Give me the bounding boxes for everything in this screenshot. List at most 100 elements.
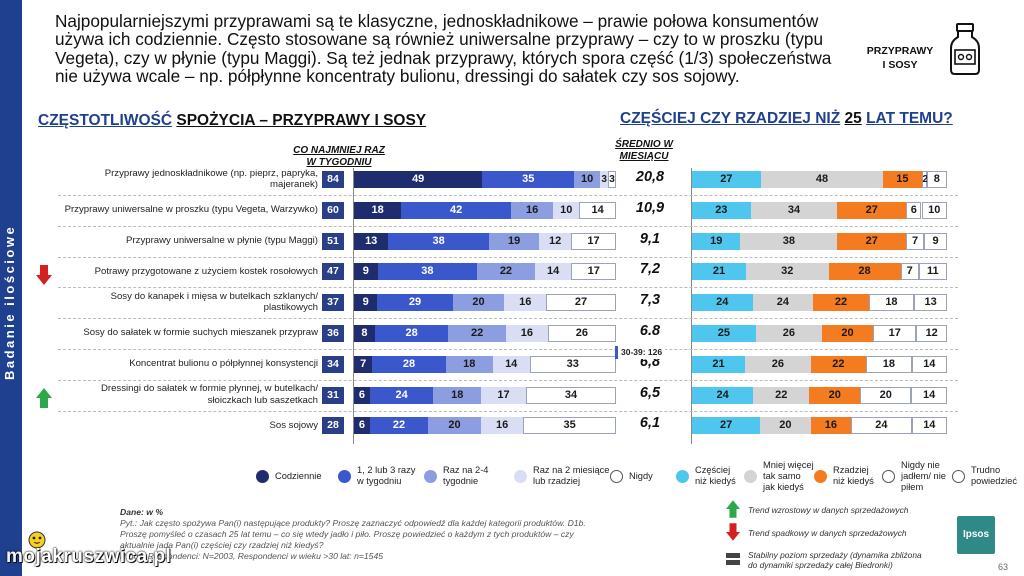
frequency-bar-segment: 16	[481, 417, 524, 435]
category-label: Dressingi do sałatek w formie płynnej, w…	[100, 383, 318, 406]
category-label-line2: I SOSY	[882, 59, 918, 71]
trend-stable-legend-line2: do dynamiki sprzedaży całej Biedronki)	[748, 560, 893, 570]
frequency-bar-segment: 3	[600, 171, 609, 188]
chart-row: Potrawy przygotowane z użyciem kostek ro…	[60, 256, 960, 286]
trend-up-legend-icon	[726, 500, 740, 518]
change-bar-segment: 7	[900, 263, 919, 281]
column-header-monthly: ŚREDNIO W MIESIĄCU	[604, 139, 684, 163]
change-bar-segment: 48	[760, 171, 884, 188]
bottle-icon	[950, 23, 980, 75]
change-bar-segment: 7	[906, 232, 925, 250]
frequency-bar-segment: 9	[354, 263, 378, 281]
change-bar-segment: 16	[810, 417, 852, 435]
legend-item: Codziennie	[256, 458, 338, 494]
legend-label: 1, 2 lub 3 razy w tygodniu	[357, 465, 416, 486]
frequency-bar-segment: 29	[377, 294, 453, 312]
weekly-total-badge: 28	[322, 417, 344, 435]
change-bar-segment: 21	[692, 263, 747, 281]
footnote: Dane: w % Pyt.: Jak często spożywa Pan(i…	[120, 507, 650, 562]
change-bar-segment: 6	[906, 201, 922, 219]
legend-item: Mniej więcej tak samo jak kiedyś	[744, 458, 814, 494]
legend-swatch	[256, 469, 269, 483]
change-bar-segment: 21	[692, 355, 746, 373]
change-bar-segment: 28	[828, 263, 901, 281]
frequency-bar-segment: 24	[369, 386, 434, 404]
legend-item: 1, 2 lub 3 razy w tygodniu	[338, 458, 424, 494]
trend-stable-legend: Stabilny poziom sprzedaży (dynamika zbli…	[748, 550, 922, 570]
frequency-bar-segment: 13	[354, 232, 389, 250]
change-bar-segment: 38	[740, 232, 838, 250]
row-separator	[58, 410, 958, 412]
legend-label: Nigdy	[629, 470, 653, 481]
frequency-bar-segment: 6	[354, 417, 370, 435]
change-bar-segment: 27	[692, 171, 761, 188]
frequency-bar-segment: 8	[354, 325, 375, 342]
change-bar-segment: 10	[921, 201, 947, 219]
frequency-bar-segment: 38	[388, 232, 489, 250]
change-bar-segment: 20	[822, 325, 874, 342]
row-separator	[58, 195, 958, 196]
watermark: mojakruszwica.pl	[6, 546, 172, 567]
legend-label: Trudno powiedzieć	[971, 465, 1017, 486]
monthly-average: 10,9	[635, 199, 665, 216]
frequency-bar-segment: 17	[571, 263, 616, 281]
change-bar-segment: 24	[752, 294, 814, 312]
change-bar-segment: 24	[692, 294, 753, 312]
legend-label: Nigdy nie jadłem/ nie piłem	[901, 459, 946, 492]
change-bar-segment: 14	[911, 355, 947, 373]
frequency-bar-segment: 42	[401, 201, 512, 219]
frequency-bar-segment: 7	[354, 355, 373, 373]
change-bar-segment: 23	[692, 201, 751, 219]
change-bar-segment: 13	[914, 294, 947, 312]
legend-swatch	[882, 469, 895, 483]
frequency-bar-segment: 35	[482, 171, 575, 188]
footnote-sample: Próba: Respondenci: N=2003, Respondenci …	[120, 551, 384, 561]
frequency-bar-segment: 22	[477, 263, 535, 281]
category-label: Przyprawy uniwersalne w płynie (typu Mag…	[126, 234, 318, 246]
legend-item: Rzadziej niż kiedyś	[814, 458, 882, 494]
change-bar-segment: 22	[753, 386, 810, 404]
legend-item: Częściej niż kiedyś	[676, 458, 744, 494]
category-label: Przyprawy uniwersalne w proszku (typu Ve…	[64, 204, 318, 216]
footnote-data: Dane: w %	[120, 507, 163, 517]
footnote-question-3: aktualnie jada Pan(i) częściej czy rzadz…	[120, 540, 324, 550]
trend-down-icon	[36, 265, 52, 285]
frequency-bar-segment: 28	[374, 325, 449, 342]
monthly-average: 9,1	[639, 230, 661, 247]
change-bar-segment: 18	[866, 355, 912, 373]
change-bar-segment: 18	[868, 294, 915, 312]
page-number: 63	[998, 562, 1009, 572]
frequency-bar-segment: 6	[354, 386, 370, 404]
legend-swatch	[424, 469, 437, 483]
trend-up-icon	[36, 388, 52, 408]
frequency-bar-segment: 28	[372, 355, 446, 373]
weekly-total-badge: 47	[322, 263, 344, 281]
chart-row: Przyprawy uniwersalne w proszku (typu Ve…	[60, 195, 960, 225]
change-bar-segment: 32	[746, 263, 829, 281]
legend-swatch	[610, 469, 623, 483]
weekly-total-badge: 34	[322, 355, 344, 373]
row-separator	[58, 349, 958, 350]
monthly-average: 7,2	[639, 261, 661, 278]
frequency-bar-segment: 22	[448, 325, 506, 342]
chart-row: Przyprawy jednoskładnikowe (np. pieprz, …	[60, 164, 960, 194]
legend-swatch	[338, 469, 351, 483]
chart-row: Koncentrat bulionu o półpłynnej konsyste…	[60, 349, 960, 379]
legend-swatch	[814, 469, 827, 483]
change-bar-segment: 20	[760, 417, 811, 435]
column-header-weekly: CO NAJMNIEJ RAZ W TYGODNIU	[286, 145, 392, 169]
change-bar-segment: 20	[809, 386, 861, 404]
frequency-bar-segment: 18	[445, 355, 493, 373]
frequency-bar-segment: 3	[608, 171, 616, 188]
frequency-bar-segment: 49	[354, 171, 483, 188]
legend-label: Częściej niż kiedyś	[695, 465, 736, 486]
change-bar-segment: 26	[745, 355, 811, 373]
frequency-bar-segment: 35	[523, 417, 616, 435]
legend-swatch	[952, 469, 965, 483]
frequency-bar-segment: 10	[553, 201, 580, 219]
change-bar-segment: 12	[916, 325, 947, 342]
legend-label: Raz na 2-4 tygodnie	[443, 465, 489, 486]
chart-row: Sos sojowy 28 6 22 20 16 35 6,1 27 20 16 24 14	[60, 410, 960, 440]
change-bar-segment: 24	[692, 386, 754, 404]
side-bar	[0, 0, 22, 576]
